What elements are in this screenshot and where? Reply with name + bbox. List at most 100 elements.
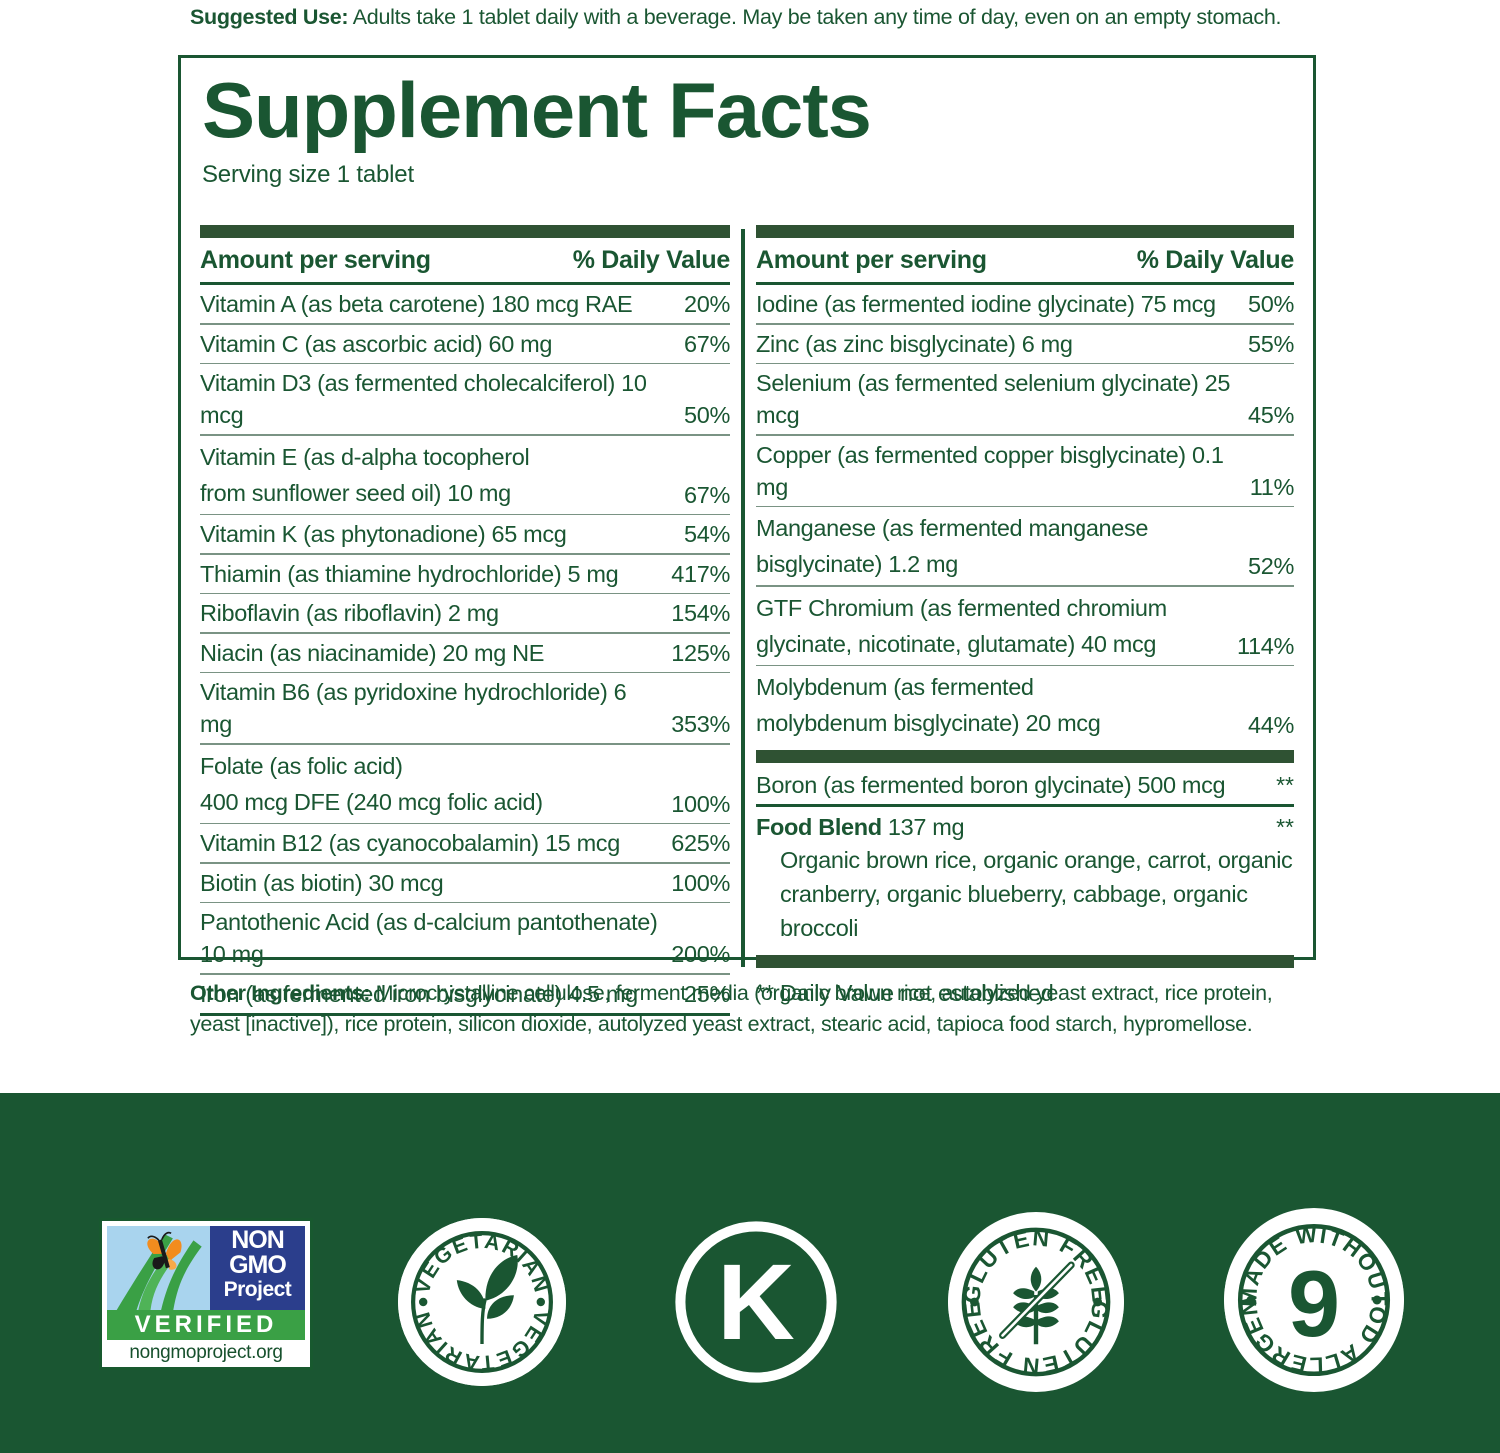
vegetarian-icon: VEGETARIAN VEGETARIAN xyxy=(398,1218,566,1386)
vegetarian-badge: VEGETARIAN VEGETARIAN xyxy=(398,1218,566,1386)
other-ingredients-line2: yeast [inactive]), rice protein, silicon… xyxy=(190,1012,1253,1036)
table-row: Manganese (as fermented manganese bisgly… xyxy=(756,507,1294,585)
suggested-use: Suggested Use: Adults take 1 tablet dail… xyxy=(190,2,1340,32)
column-header-left: Amount per serving % Daily Value xyxy=(200,238,730,282)
non-gmo-line-gmo: GMO xyxy=(229,1251,287,1279)
row-divider xyxy=(200,553,730,555)
butterfly-icon xyxy=(116,1231,202,1310)
nutrient-name: Vitamin K (as phytonadione) 65 mcg xyxy=(200,521,567,547)
nutrient-name: Vitamin B12 (as cyanocobalamin) 15 mcg xyxy=(200,830,620,856)
nutrient-name-line2: molybdenum bisglycinate) 20 mcg xyxy=(756,710,1101,736)
food-blend-title: Food Blend xyxy=(756,814,882,840)
nutrient-name: Selenium (as fermented selenium glycinat… xyxy=(756,370,1231,428)
table-row: Vitamin B6 (as pyridoxine hydrochloride)… xyxy=(200,673,730,743)
page-title: Supplement Facts xyxy=(202,66,872,154)
column-top-bar xyxy=(200,225,730,238)
suggested-use-label: Suggested Use: xyxy=(190,5,349,29)
non-gmo-top-section: NON GMO Project xyxy=(107,1226,305,1310)
nutrient-dv: 67% xyxy=(684,481,730,508)
row-divider xyxy=(200,592,730,594)
row-divider xyxy=(756,362,1294,364)
nutrient-dv: 11% xyxy=(1249,473,1295,500)
suggested-use-text: Adults take 1 tablet daily with a bevera… xyxy=(348,5,1282,29)
non-gmo-verified-badge: NON GMO Project VERIFIED nongmoproject.o… xyxy=(99,1218,313,1370)
table-row: Copper (as fermented copper bisglycinate… xyxy=(756,436,1294,506)
column-bottom-bar xyxy=(756,955,1294,968)
column-top-bar xyxy=(756,225,1294,238)
nutrient-dv: 20% xyxy=(684,291,730,317)
column-divider-gap xyxy=(730,225,756,967)
nutrient-name: Thiamin (as thiamine hydrochloride) 5 mg xyxy=(200,560,619,587)
header-amount-per-serving: Amount per serving xyxy=(200,246,431,274)
row-divider xyxy=(200,973,730,975)
nutrient-dv: 100% xyxy=(671,790,730,817)
nutrient-name-line1: Vitamin E (as d-alpha tocopherol xyxy=(200,443,530,470)
nutrient-name: Molybdenum (as fermented molybdenum bisg… xyxy=(756,669,1248,741)
nutrient-dv: 50% xyxy=(1248,291,1294,317)
table-row: Niacin (as niacinamide) 20 mg NE 125% xyxy=(200,634,730,672)
nutrient-name: Iodine (as fermented iodine glycinate) 7… xyxy=(756,291,1216,317)
circle-k-icon: K xyxy=(675,1221,837,1383)
nutrient-name-line1: Manganese (as fermented manganese xyxy=(756,515,1149,541)
row-divider xyxy=(756,434,1294,436)
nutrient-dv: 45% xyxy=(1248,402,1294,428)
made-without-9-allergens-icon: MADE WITHOUT FOOD ALLERGENS* 9 xyxy=(1224,1208,1404,1390)
kosher-certification-badge: K xyxy=(672,1218,840,1386)
nutrient-name-line2: bisglycinate) 1.2 mg xyxy=(756,551,958,577)
food-blend-line1: Organic brown rice, organic orange, carr… xyxy=(780,847,1293,873)
nutrient-dv: ** xyxy=(1276,772,1294,798)
row-divider xyxy=(200,822,730,824)
nutrient-name: Manganese (as fermented manganese bisgly… xyxy=(756,510,1248,582)
nutrient-dv: 100% xyxy=(671,869,730,896)
nutrient-dv: 25% xyxy=(684,980,730,1007)
nutrient-name: Niacin (as niacinamide) 20 mg NE xyxy=(200,639,545,666)
row-divider xyxy=(200,323,730,325)
other-ingredients-label: Other Ingredients: xyxy=(190,981,371,1005)
facts-column-left: Amount per serving % Daily Value Vitamin… xyxy=(200,225,730,1016)
header-rule xyxy=(200,282,730,285)
nutrient-dv: 52% xyxy=(1248,553,1294,579)
nutrient-name: Vitamin E (as d-alpha tocopherol from su… xyxy=(200,439,684,511)
food-blend-dv: ** xyxy=(1276,814,1294,840)
facts-columns: Amount per serving % Daily Value Vitamin… xyxy=(200,225,1294,1016)
header-daily-value: % Daily Value xyxy=(572,246,731,274)
table-row: Molybdenum (as fermented molybdenum bisg… xyxy=(756,666,1294,744)
nutrient-name: Vitamin C (as ascorbic acid) 60 mg xyxy=(200,330,553,357)
nutrient-name: Folate (as folic acid) 400 mcg DFE (240 … xyxy=(200,748,671,820)
non-gmo-line-non: NON xyxy=(231,1226,285,1254)
row-divider xyxy=(200,434,730,436)
nutrient-dv: 44% xyxy=(1248,712,1294,738)
table-row: Vitamin C (as ascorbic acid) 60 mg 67% xyxy=(200,325,730,363)
nutrient-dv: 125% xyxy=(671,639,730,666)
nutrient-name: Riboflavin (as riboflavin) 2 mg xyxy=(200,600,499,626)
row-divider xyxy=(756,323,1294,325)
other-ingredients-line1: Microcrystalline cellulose, ferment medi… xyxy=(370,981,1273,1005)
nutrient-name: Vitamin B6 (as pyridoxine hydrochloride)… xyxy=(200,679,627,737)
row-divider xyxy=(756,585,1294,587)
column-header-right: Amount per serving % Daily Value xyxy=(756,238,1294,282)
table-row: GTF Chromium (as fermented chromium glyc… xyxy=(756,587,1294,665)
nutrient-dv: 114% xyxy=(1237,632,1294,659)
nutrient-dv: 55% xyxy=(1248,330,1294,357)
nutrient-name: Vitamin D3 (as fermented cholecalciferol… xyxy=(200,370,647,428)
allergen-free-badge: MADE WITHOUT FOOD ALLERGENS* 9 xyxy=(1224,1208,1404,1392)
gluten-free-icon: GLUTEN FREE GLUTEN FREE xyxy=(948,1214,1124,1390)
gluten-free-badge: GLUTEN FREE GLUTEN FREE xyxy=(948,1212,1124,1392)
table-row: Thiamin (as thiamine hydrochloride) 5 mg… xyxy=(200,555,730,593)
table-row: Vitamin B12 (as cyanocobalamin) 15 mcg 6… xyxy=(200,824,730,862)
table-row: Vitamin K (as phytonadione) 65 mcg 54% xyxy=(200,515,730,553)
row-divider xyxy=(756,664,1294,666)
nutrient-name: Iron (as fermented iron bisglycinate) 4.… xyxy=(200,980,638,1007)
vertical-divider xyxy=(741,229,745,967)
nutrient-name: Biotin (as biotin) 30 mcg xyxy=(200,869,444,896)
row-divider xyxy=(200,743,730,745)
header-rule xyxy=(756,282,1294,285)
table-row: Pantothenic Acid (as d-calcium pantothen… xyxy=(200,903,730,973)
nutrient-name-line2: glycinate, nicotinate, glutamate) 40 mcg xyxy=(756,630,1157,657)
row-divider xyxy=(756,804,1294,807)
nutrient-dv: 417% xyxy=(671,560,730,587)
nutrient-name: Vitamin A (as beta carotene) 180 mcg RAE xyxy=(200,291,633,317)
nutrient-dv: 353% xyxy=(671,711,730,737)
row-divider xyxy=(200,671,730,673)
nutrient-dv: 54% xyxy=(684,521,730,547)
